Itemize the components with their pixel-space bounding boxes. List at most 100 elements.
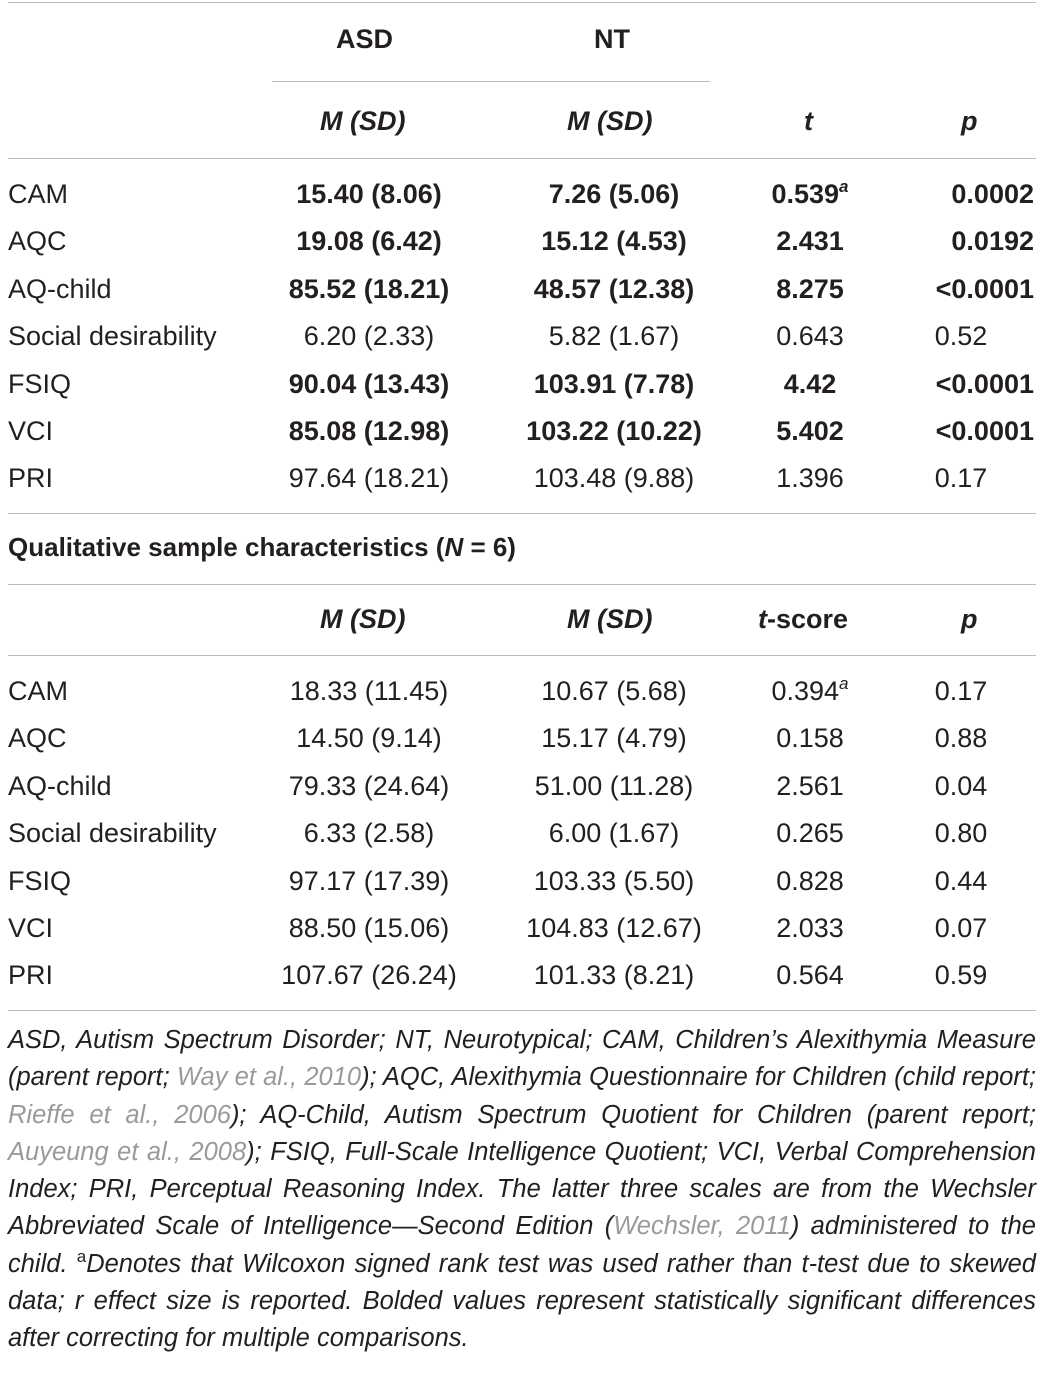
asd-value: 79.33 (24.64) [288,770,450,801]
group-rule [272,81,710,82]
nt-value: 103.33 (5.50) [533,865,695,896]
nt-value: 103.91 (7.78) [533,368,695,399]
nt-value: 15.12 (4.53) [541,226,687,257]
row-label: AQC [8,226,67,257]
t-value: 2.033 [776,913,844,943]
p-value: 0.44 [934,865,988,896]
p-value: <0.0001 [935,416,1034,446]
table-row: PRI 107.67 (26.24) 101.33 (8.21) 0.564 0.59 [0,952,1043,999]
asd-value: 107.67 (26.24) [281,960,457,991]
t-value: 0.539a [771,177,849,209]
header-msd-nt: M (SD) [567,106,653,136]
p-value: 0.80 [934,818,988,849]
t-value: 5.402 [776,416,844,446]
nt-value: 10.67 (5.68) [541,676,687,706]
asd-value: 15.40 (8.06) [296,179,442,209]
t-value: 0.394a [771,674,849,706]
row-label: VCI [8,913,54,943]
p-value: 0.04 [934,770,988,801]
p-value: 0.17 [934,463,988,494]
p-value: 0.0002 [951,179,1034,209]
row-label: VCI [8,416,54,446]
row-label: CAM [8,179,68,209]
table-row: AQC 19.08 (6.42) 15.12 (4.53) 2.431 0.0192 [0,218,1043,265]
p-value: <0.0001 [935,273,1034,304]
asd-value: 97.17 (17.39) [288,865,450,896]
nt-value: 104.83 (12.67) [526,913,702,943]
row-label: Social desirability [8,321,217,352]
header-msd-asd: M (SD) [320,106,406,136]
footnote-marker: a [839,674,849,693]
t-value: 4.42 [783,368,837,399]
asd-value: 85.08 (12.98) [288,416,450,446]
t-value: 2.561 [776,770,844,801]
p-value: 0.52 [934,321,988,352]
t-value: 0.828 [776,865,844,896]
row-label: AQ-child [8,770,112,801]
citation-link-wechsler-2011[interactable]: Wechsler, 2011 [613,1212,791,1241]
nt-value: 7.26 (5.06) [548,179,680,209]
table-row: Social desirability 6.33 (2.58) 6.00 (1.67… [0,810,1043,857]
t-value: 0.564 [776,960,844,991]
header2-rule [8,655,1036,656]
nt-value: 48.57 (12.38) [533,273,695,304]
p-value: 0.07 [934,913,988,943]
asd-value: 14.50 (9.14) [296,723,442,754]
table-row: VCI 85.08 (12.98) 103.22 (10.22) 5.402 <0.00… [0,408,1043,455]
row-label: FSIQ [8,368,72,399]
section2-rule [8,584,1036,585]
citation-link-way-2010[interactable]: Way et al., 2010 [176,1063,362,1092]
table-row: AQC 14.50 (9.14) 15.17 (4.79) 0.158 0.88 [0,715,1043,762]
t-value: 8.275 [776,273,844,304]
asd-value: 6.20 (2.33) [303,321,435,352]
section-title-qualitative: Qualitative sample characteristics (N = … [8,532,516,562]
row-label: AQ-child [8,273,112,304]
table-row: CAM 18.33 (11.45) 10.67 (5.68) 0.394a 0.17 [0,668,1043,715]
nt-value: 5.82 (1.67) [548,321,680,352]
p-value: <0.0001 [935,368,1034,399]
table-row: AQ-child 85.52 (18.21) 48.57 (12.38) 8.275 <… [0,266,1043,313]
nt-value: 101.33 (8.21) [533,960,695,991]
top-rule [8,2,1036,3]
table-row: FSIQ 97.17 (17.39) 103.33 (5.50) 0.828 0.44 [0,858,1043,905]
p-value: 0.0192 [951,226,1034,257]
p-value: 0.59 [934,960,988,991]
row-label: Social desirability [8,818,217,849]
footnote-marker: a [839,177,849,196]
asd-value: 90.04 (13.43) [288,368,450,399]
header-nt: NT [594,24,630,54]
header2-p: p [961,604,978,634]
table2-bottom-rule [8,1010,1036,1011]
row-label: PRI [8,960,54,991]
table-row: FSIQ 90.04 (13.43) 103.91 (7.78) 4.42 <0.000… [0,361,1043,408]
asd-value: 18.33 (11.45) [289,676,449,706]
header2-msd-nt: M (SD) [567,604,653,634]
asd-value: 19.08 (6.42) [296,226,442,257]
nt-value: 103.48 (9.88) [533,463,695,494]
asd-value: 85.52 (18.21) [288,273,450,304]
nt-value: 51.00 (11.28) [534,770,694,801]
header-p: p [961,106,978,136]
header-asd: ASD [336,24,394,54]
t-value: 0.643 [776,321,844,352]
table-row: Social desirability 6.20 (2.33) 5.82 (1.67… [0,313,1043,360]
header2-t-score: t-score [758,604,849,634]
asd-value: 97.64 (18.21) [288,463,450,494]
t-value: 0.158 [776,723,844,754]
table-row: AQ-child 79.33 (24.64) 51.00 (11.28) 2.561 0… [0,763,1043,810]
header-rule [8,158,1036,159]
table1-bottom-rule [8,513,1036,514]
citation-link-rieffe-2006[interactable]: Rieffe et al., 2006 [8,1100,231,1129]
row-label: CAM [8,676,68,706]
row-label: FSIQ [8,865,72,896]
table-footnote: ASD, Autism Spectrum Disorder; NT, Neuro… [8,1026,1036,1353]
p-value: 0.17 [934,676,988,706]
table-row: CAM 15.40 (8.06) 7.26 (5.06) 0.539a 0.0002 [0,171,1043,218]
t-value: 0.265 [776,818,844,849]
nt-value: 103.22 (10.22) [526,416,702,446]
header-t: t [804,106,813,136]
citation-link-auyeung-2008[interactable]: Auyeung et al., 2008 [8,1137,247,1166]
table-row: VCI 88.50 (15.06) 104.83 (12.67) 2.033 0.07 [0,905,1043,952]
t-value: 1.396 [776,463,844,494]
nt-value: 6.00 (1.67) [548,818,680,849]
